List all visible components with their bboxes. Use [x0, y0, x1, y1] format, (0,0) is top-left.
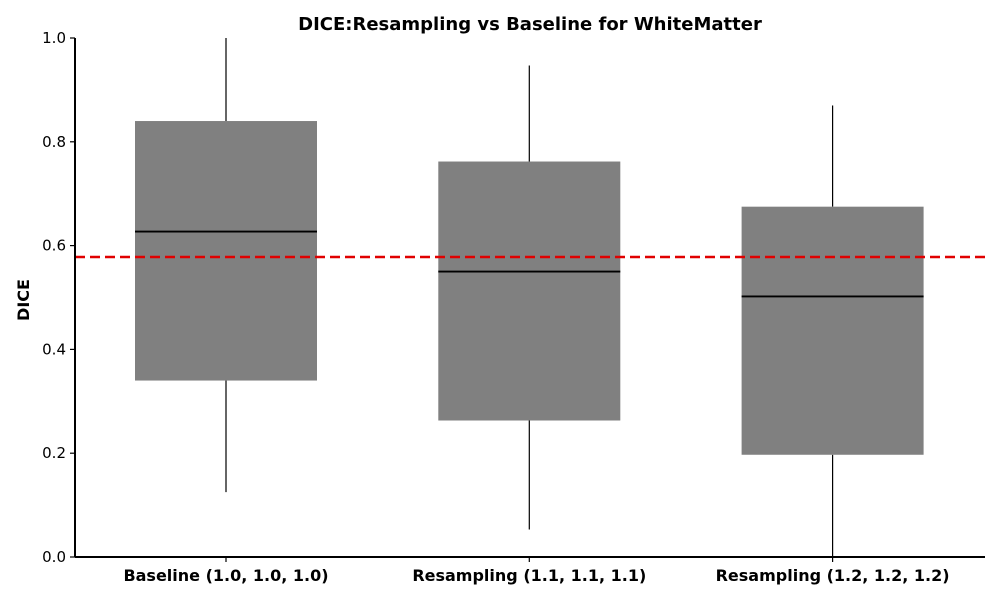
y-tick-label-2: 0.2 [42, 444, 66, 462]
plot-area [75, 38, 985, 557]
y-axis-label: DICE [14, 279, 33, 321]
x-tick-label-3: Resampling (1.2, 1.2, 1.2) [716, 566, 950, 585]
y-tick-label-5: 0.8 [42, 133, 66, 151]
x-tick-label-1: Baseline (1.0, 1.0, 1.0) [123, 566, 328, 585]
axes [74, 38, 985, 558]
ticks: Baseline (1.0, 1.0, 1.0) Resampling (1.1,… [42, 29, 949, 585]
y-tick-label-3: 0.4 [42, 340, 66, 358]
box-2 [438, 161, 621, 421]
y-tick-label-6: 1.0 [42, 29, 66, 47]
box-1 [135, 121, 317, 381]
y-tick-label-4: 0.6 [42, 237, 66, 255]
chart-title: DICE:Resampling vs Baseline for WhiteMat… [298, 14, 762, 35]
x-tick-label-2: Resampling (1.1, 1.1, 1.1) [412, 566, 646, 585]
y-tick-label-1: 0.0 [42, 548, 66, 566]
box-3 [741, 206, 924, 455]
